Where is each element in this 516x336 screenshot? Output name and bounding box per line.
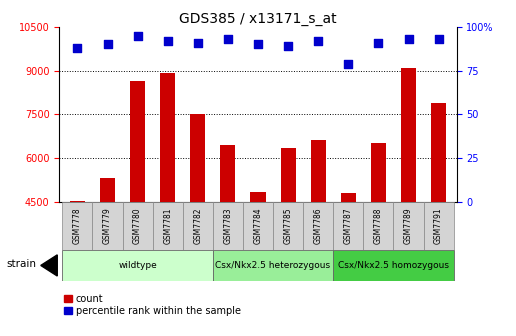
Bar (333, 202, 363, 250)
Bar (371, 143, 386, 333)
Text: GSM7782: GSM7782 (194, 208, 202, 244)
Bar (424, 202, 454, 250)
Point (224, 36, 232, 42)
Bar (92, 202, 123, 250)
Bar (311, 140, 326, 333)
Text: GSM7785: GSM7785 (284, 208, 293, 244)
Bar (250, 192, 266, 333)
Bar (183, 202, 213, 250)
Bar (220, 145, 235, 333)
Title: GDS385 / x13171_s_at: GDS385 / x13171_s_at (179, 12, 337, 26)
Text: GSM7783: GSM7783 (223, 208, 232, 244)
Point (164, 38, 172, 44)
Point (73, 45, 82, 50)
Text: GSM7788: GSM7788 (374, 208, 383, 244)
Bar (273, 202, 303, 250)
Bar (62, 250, 213, 281)
Bar (333, 250, 454, 281)
Bar (431, 102, 446, 333)
Text: GSM7784: GSM7784 (253, 208, 263, 244)
Bar (401, 68, 416, 333)
Bar (153, 202, 183, 250)
Legend: count, percentile rank within the sample: count, percentile rank within the sample (64, 294, 241, 316)
Text: GSM7786: GSM7786 (314, 208, 322, 244)
Point (103, 42, 111, 47)
Bar (130, 81, 145, 333)
Text: GSM7778: GSM7778 (73, 208, 82, 244)
Polygon shape (41, 255, 57, 276)
Point (194, 40, 202, 45)
Text: GSM7789: GSM7789 (404, 208, 413, 244)
Point (405, 36, 413, 42)
Point (374, 40, 382, 45)
Bar (394, 202, 424, 250)
Text: GSM7787: GSM7787 (344, 208, 353, 244)
Bar (62, 202, 92, 250)
Point (134, 33, 142, 38)
Text: GSM7781: GSM7781 (163, 208, 172, 244)
Bar (213, 250, 333, 281)
Text: GSM7779: GSM7779 (103, 208, 112, 244)
Bar (160, 74, 175, 333)
Bar (70, 201, 85, 333)
Bar (363, 202, 394, 250)
Bar (100, 178, 115, 333)
Text: Csx/Nkx2.5 homozygous: Csx/Nkx2.5 homozygous (338, 261, 449, 270)
Bar (303, 202, 333, 250)
Point (314, 38, 322, 44)
Bar (190, 114, 205, 333)
Point (434, 36, 443, 42)
Point (284, 43, 292, 49)
Point (344, 61, 352, 66)
Bar (281, 148, 296, 333)
Bar (123, 202, 153, 250)
Text: GSM7780: GSM7780 (133, 208, 142, 244)
Text: Csx/Nkx2.5 heterozygous: Csx/Nkx2.5 heterozygous (216, 261, 331, 270)
Bar (243, 202, 273, 250)
Text: strain: strain (6, 259, 36, 269)
Text: wildtype: wildtype (118, 261, 157, 270)
Text: GSM7791: GSM7791 (434, 208, 443, 244)
Bar (341, 193, 356, 333)
Point (254, 42, 262, 47)
Bar (213, 202, 243, 250)
